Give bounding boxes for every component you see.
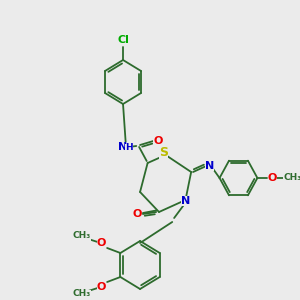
Text: O: O bbox=[97, 238, 106, 248]
Text: Cl: Cl bbox=[117, 35, 129, 45]
Text: N: N bbox=[205, 161, 214, 171]
Text: N: N bbox=[118, 142, 127, 152]
Text: O: O bbox=[97, 282, 106, 292]
Text: N: N bbox=[181, 196, 190, 206]
Text: H: H bbox=[125, 143, 133, 152]
Text: O: O bbox=[133, 209, 142, 219]
Text: O: O bbox=[268, 173, 277, 183]
Text: CH₃: CH₃ bbox=[73, 232, 91, 241]
Text: CH₃: CH₃ bbox=[283, 173, 300, 182]
Text: CH₃: CH₃ bbox=[73, 290, 91, 298]
Text: S: S bbox=[159, 146, 168, 160]
Text: O: O bbox=[153, 136, 163, 146]
